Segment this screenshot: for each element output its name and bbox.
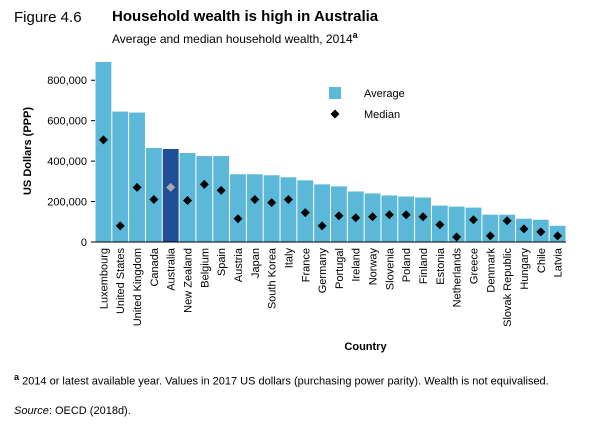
legend-swatch-median <box>330 109 340 119</box>
x-tick-label: Poland <box>401 248 413 282</box>
median-marker-estonia <box>435 220 445 230</box>
median-marker-latvia <box>553 231 563 241</box>
y-tick-label: 600,000 <box>47 116 87 128</box>
median-marker-luxembourg <box>98 135 108 145</box>
y-tick-label: 0 <box>81 237 87 249</box>
median-marker-finland <box>418 212 428 222</box>
median-marker-portugal <box>334 211 344 221</box>
median-marker-chile <box>536 227 546 237</box>
x-axis-label: Country <box>344 341 387 353</box>
y-tick-label: 400,000 <box>47 156 87 168</box>
x-tick-label: Australia <box>166 247 178 291</box>
bar-average-luxembourg <box>95 62 112 243</box>
median-marker-united-states <box>115 221 125 231</box>
median-marker-hungary <box>519 224 529 234</box>
bar-average-united-kingdom <box>129 112 145 242</box>
median-marker-greece <box>468 215 478 225</box>
source-text: : OECD (2018d). <box>48 405 131 417</box>
x-tick-label: Germany <box>317 248 329 294</box>
bar-average-canada <box>145 147 162 242</box>
median-marker-slovak-republic <box>502 216 512 226</box>
bar-average-slovak-republic <box>499 214 516 242</box>
x-tick-label: Canada <box>149 247 161 286</box>
footnote: a 2014 or latest available year. Values … <box>14 370 580 389</box>
median-marker-japan <box>250 195 260 205</box>
bar-average-netherlands <box>448 206 465 242</box>
x-tick-label: South Korea <box>267 247 279 309</box>
x-tick-label: Chile <box>536 248 548 273</box>
median-marker-belgium <box>199 179 209 189</box>
x-tick-label: Latvia <box>553 247 565 277</box>
median-marker-austria <box>233 214 243 224</box>
bar-average-austria <box>230 174 246 242</box>
y-tick-label: 800,000 <box>47 75 87 87</box>
median-marker-italy <box>283 195 293 205</box>
x-tick-label: Luxembourg <box>98 248 110 309</box>
chart-subtitle: Average and median household wealth, 201… <box>112 30 358 46</box>
median-marker-united-kingdom <box>132 182 142 192</box>
x-tick-label: Italy <box>283 248 295 269</box>
subtitle-text: Average and median household wealth, 201… <box>112 32 353 46</box>
x-tick-label: Slovenia <box>384 247 396 290</box>
bar-average-greece <box>465 207 482 242</box>
bar-average-germany <box>314 184 330 242</box>
median-marker-poland <box>401 210 411 220</box>
x-tick-label: Austria <box>233 247 245 282</box>
bar-average-south-korea <box>263 175 280 242</box>
wealth-chart: 0 200,000 400,000 600,000 800,000 US Dollars … <box>22 62 566 353</box>
median-marker-norway <box>368 212 378 222</box>
y-axis-label: US Dollars (PPP) <box>22 107 34 195</box>
median-marker-ireland <box>351 213 361 223</box>
x-tick-label: Greece <box>468 248 480 284</box>
bar-average-japan <box>246 174 263 242</box>
x-tick-label: Finland <box>418 248 430 284</box>
x-tick-label: Spain <box>216 248 228 276</box>
x-tick-label: Slovak Republic <box>502 248 514 327</box>
footnote-text: 2014 or latest available year. Values in… <box>19 375 549 388</box>
x-tick-label: France <box>300 248 312 282</box>
bar-average-poland <box>398 196 415 242</box>
bar-average-spain <box>213 156 230 242</box>
y-tick-label: 200,000 <box>47 197 87 209</box>
legend-label-average: Average <box>364 88 405 100</box>
median-marker-new-zealand <box>183 196 193 206</box>
bar-average-italy <box>280 177 297 242</box>
median-marker-canada <box>149 195 159 205</box>
bar-average-united-states <box>112 111 129 242</box>
x-tick-label: Portugal <box>334 248 346 289</box>
source-line: Source: OECD (2018d). <box>14 405 131 417</box>
x-tick-label: Hungary <box>519 248 531 290</box>
median-marker-slovenia <box>384 210 394 220</box>
subtitle-note-marker: a <box>352 30 358 40</box>
footnote-marker: a <box>14 372 20 382</box>
median-marker-denmark <box>485 231 495 241</box>
median-marker-australia <box>166 182 176 192</box>
x-tick-label: Belgium <box>199 248 211 288</box>
x-tick-label: United Kingdom <box>132 248 144 326</box>
median-marker-spain <box>216 185 226 195</box>
median-marker-france <box>300 208 310 218</box>
bar-average-australia <box>162 148 179 242</box>
median-marker-germany <box>317 221 327 231</box>
x-tick-label: Netherlands <box>452 248 464 308</box>
median-marker-netherlands <box>452 232 462 242</box>
legend-label-median: Median <box>364 109 400 121</box>
figure-label: Figure 4.6 <box>14 9 82 26</box>
x-tick-label: New Zealand <box>183 248 195 313</box>
x-tick-label: Japan <box>250 248 262 278</box>
x-tick-label: United States <box>115 248 127 315</box>
x-tick-label: Denmark <box>485 248 497 293</box>
x-tick-label: Ireland <box>351 248 363 282</box>
bar-average-denmark <box>482 214 499 242</box>
median-marker-south-korea <box>267 198 277 208</box>
chart-title: Household wealth is high in Australia <box>112 8 379 25</box>
x-tick-label: Estonia <box>435 247 447 285</box>
legend-swatch-average <box>329 87 341 99</box>
x-tick-label: Norway <box>368 248 380 286</box>
source-label: Source <box>14 405 49 417</box>
bar-average-belgium <box>196 156 213 242</box>
